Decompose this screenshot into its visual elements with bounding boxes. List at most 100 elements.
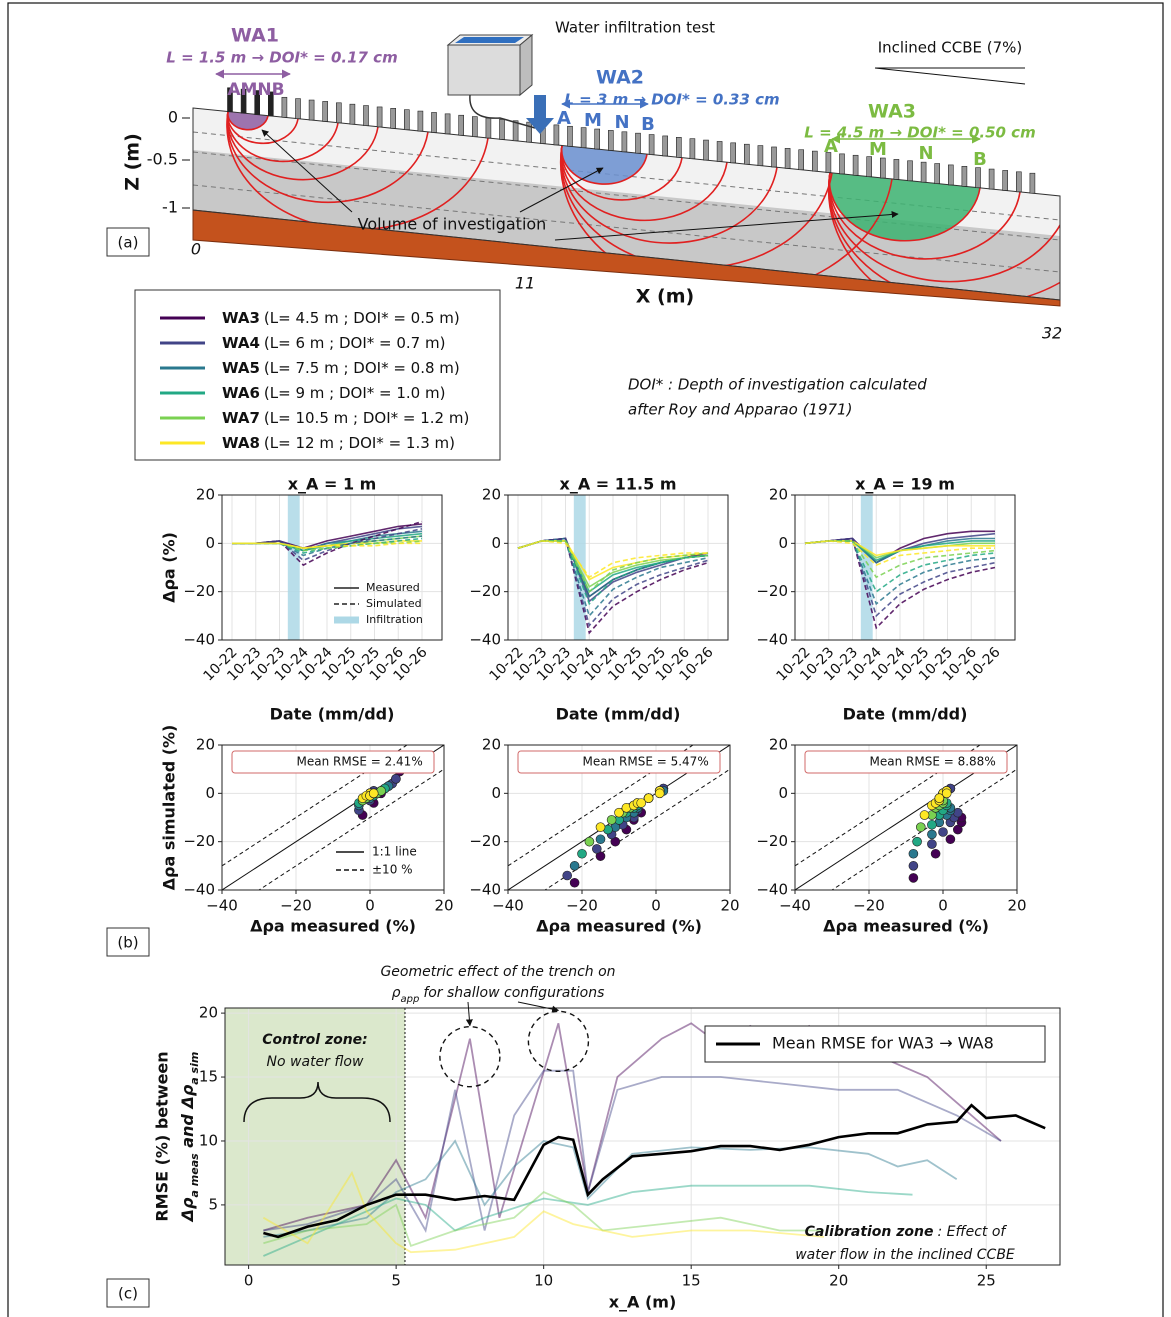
x-tick-label: 20 xyxy=(720,897,739,915)
tolerance-line xyxy=(544,768,730,890)
electrode xyxy=(866,156,873,177)
x-tick-label: 0 xyxy=(651,897,661,915)
legend-label: ±10 % xyxy=(372,863,413,877)
y-tick-label: −20 xyxy=(756,832,788,850)
x-tick-label: −40 xyxy=(206,897,238,915)
annotation: Mean RMSE = 8.88% xyxy=(870,755,996,769)
diagram: WA1 L = 1.5 m → DOI* = 0.17 cm AMNB Wate… xyxy=(122,19,1063,343)
highlight-arrow xyxy=(517,1001,560,1013)
infiltration-label: Water infiltration test xyxy=(555,19,715,37)
calibration-title: Calibration zone xyxy=(805,1224,934,1240)
slope-line xyxy=(874,67,1026,85)
electrode xyxy=(403,109,410,131)
infiltration-band xyxy=(287,495,300,640)
y-label-part: a sim xyxy=(188,1052,201,1085)
annotation-box xyxy=(804,750,1008,774)
axes-frame xyxy=(221,744,445,891)
slope-label: Inclined CCBE (7%) xyxy=(878,39,1023,57)
x-tick-label: −20 xyxy=(853,897,885,915)
series-line xyxy=(517,540,708,579)
x-tick: 0 xyxy=(191,240,201,259)
electrode xyxy=(335,102,342,124)
scatter-point xyxy=(368,788,379,799)
y-tick-label: 20 xyxy=(196,736,215,754)
electrode xyxy=(825,152,832,173)
electrode xyxy=(1029,172,1036,194)
electrode xyxy=(730,142,737,164)
electrode xyxy=(363,105,369,126)
electrode xyxy=(852,154,859,176)
electrode xyxy=(988,168,995,190)
scatter-point xyxy=(927,819,937,830)
wa2-name: WA2 xyxy=(596,67,644,89)
trench-text: for shallow configurations xyxy=(423,985,604,1001)
electrode xyxy=(567,125,573,147)
panel-label-text: (c) xyxy=(118,1285,138,1303)
y-tick-label: 0 xyxy=(205,534,215,552)
y-label-part: Δρ xyxy=(178,1197,197,1223)
y-tick-label: −40 xyxy=(183,631,215,649)
electrode xyxy=(485,117,492,139)
scatter-point xyxy=(915,822,926,832)
y-label: RMSE (%) between xyxy=(153,1051,172,1221)
annotation: Mean RMSE = 2.41% xyxy=(297,755,423,769)
volume-arrow xyxy=(519,167,604,213)
electrode xyxy=(417,110,424,132)
axes-frame xyxy=(794,494,1016,641)
legend-entry: WA7 (L= 10.5 m ; DOI* = 1.2 m) xyxy=(222,409,469,427)
y-tick-label: 15 xyxy=(199,1068,218,1086)
investigation-arc xyxy=(827,172,1060,300)
x-label: Δρa measured (%) xyxy=(536,917,702,936)
legend-label: Simulated xyxy=(366,597,422,610)
y-tick-label: 20 xyxy=(199,1004,218,1022)
x-label: Δρa measured (%) xyxy=(250,917,416,936)
electrode xyxy=(390,108,397,129)
investigation-arc xyxy=(560,145,683,201)
scatter-point xyxy=(595,834,606,845)
figure-border xyxy=(7,2,1164,1317)
subplot-title: x_A = 11.5 m xyxy=(560,475,677,494)
y-tick-label: 20 xyxy=(482,736,501,754)
electrode xyxy=(907,160,913,182)
highlight-circle xyxy=(527,1010,590,1073)
y-tick-label: −20 xyxy=(183,832,215,850)
investigation-arc xyxy=(226,111,379,181)
electrode xyxy=(431,112,437,133)
scatter-point xyxy=(654,788,665,799)
trench-sub: app xyxy=(400,994,419,1005)
x-tick-label: −40 xyxy=(492,897,524,915)
legend-name: WA4 xyxy=(222,334,260,352)
x-tick-label: 0 xyxy=(244,1272,254,1290)
y-tick-label: 20 xyxy=(769,486,788,504)
x-tick-label: 0 xyxy=(938,897,948,915)
y-label-part: and Δρ xyxy=(178,1084,197,1153)
electrode xyxy=(961,165,968,187)
electrode xyxy=(376,106,383,128)
x-label: Date (mm/dd) xyxy=(556,705,681,724)
investigation-arc xyxy=(226,111,299,145)
scatter-point xyxy=(938,827,948,837)
electrode xyxy=(879,157,886,179)
scatter-point xyxy=(930,848,941,859)
control-title: Control zone: xyxy=(262,1032,368,1048)
x-tick: 11 xyxy=(515,274,535,293)
scatter-point xyxy=(927,829,937,840)
electrode xyxy=(295,98,301,119)
investigation-arc xyxy=(560,145,648,185)
electrode xyxy=(349,103,356,125)
electrode xyxy=(322,101,329,122)
legend-entry: WA8 (L= 12 m ; DOI* = 1.3 m) xyxy=(222,434,455,452)
electrode xyxy=(458,114,465,136)
x-label: X (m) xyxy=(636,286,694,308)
electrode xyxy=(975,167,981,188)
note: DOI* : Depth of investigation calculated xyxy=(628,376,927,394)
electrode xyxy=(893,159,900,180)
x-tick-label: 0 xyxy=(365,897,375,915)
y-tick-label: −40 xyxy=(183,881,215,899)
trench-note: Geometric effect of the trench on xyxy=(380,964,615,980)
scatter-point xyxy=(577,848,587,859)
scatter-point xyxy=(912,836,922,847)
z-label: Z (m) xyxy=(122,133,144,191)
axes-frame xyxy=(507,744,731,891)
y-tick-label: −40 xyxy=(469,631,501,649)
